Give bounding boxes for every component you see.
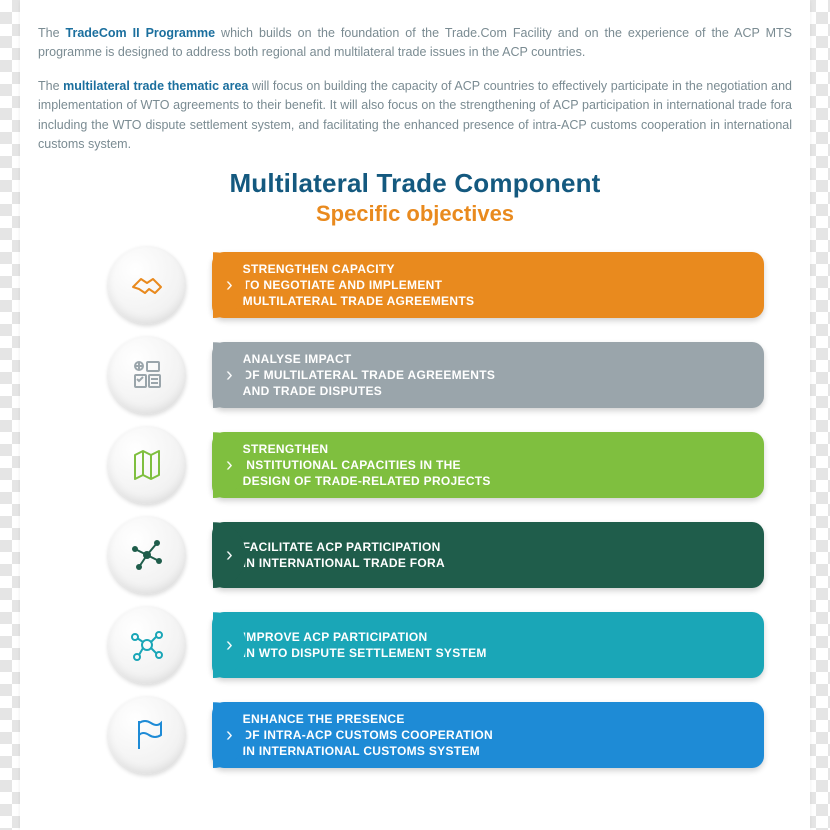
pill-tail	[180, 612, 228, 678]
map-icon	[127, 445, 167, 485]
objective-text: ENHANCE THE PRESENCEOF INTRA-ACP CUSTOMS…	[243, 711, 493, 760]
objective-icon-circle	[108, 336, 186, 414]
intro-text: The	[38, 26, 66, 40]
objective-icon-circle	[108, 606, 186, 684]
main-title: Multilateral Trade Component	[38, 168, 792, 199]
pill-tail	[180, 252, 228, 318]
pill-tail	[180, 432, 228, 498]
chevron-icon: ›	[226, 275, 233, 295]
intro-text: The	[38, 79, 63, 93]
objective-pill: › IMPROVE ACP PARTICIPATIONIN WTO DISPUT…	[212, 612, 764, 678]
objective-icon-circle	[108, 246, 186, 324]
objective-pill: › FACILITATE ACP PARTICIPATIONIN INTERNA…	[212, 522, 764, 588]
sub-title: Specific objectives	[38, 201, 792, 227]
objective-row: › FACILITATE ACP PARTICIPATIONIN INTERNA…	[108, 515, 764, 595]
intro-paragraph-1: The TradeCom II Programme which builds o…	[38, 24, 792, 63]
chevron-icon: ›	[226, 455, 233, 475]
objective-pill: › ANALYSE IMPACTOF MULTILATERAL TRADE AG…	[212, 342, 764, 408]
chevron-icon: ›	[226, 635, 233, 655]
objective-icon-circle	[108, 516, 186, 594]
pill-tail	[180, 702, 228, 768]
objective-text: ANALYSE IMPACTOF MULTILATERAL TRADE AGRE…	[243, 351, 495, 400]
objective-icon-circle	[108, 696, 186, 774]
intro-paragraph-2: The multilateral trade thematic area wil…	[38, 77, 792, 155]
document-page: The TradeCom II Programme which builds o…	[20, 0, 810, 830]
flag-icon	[127, 715, 167, 755]
intro-bold-1: TradeCom II Programme	[66, 26, 216, 40]
objective-icon-circle	[108, 426, 186, 504]
objective-text: IMPROVE ACP PARTICIPATIONIN WTO DISPUTE …	[243, 629, 487, 661]
pill-tail	[180, 342, 228, 408]
objective-row: › STRENGTHEN CAPACITYTO NEGOTIATE AND IM…	[108, 245, 764, 325]
objective-text: STRENGTHEN CAPACITYTO NEGOTIATE AND IMPL…	[243, 261, 475, 310]
chevron-icon: ›	[226, 545, 233, 565]
chevron-icon: ›	[226, 725, 233, 745]
objective-row: › STRENGTHENINSTITUTIONAL CAPACITIES IN …	[108, 425, 764, 505]
objective-row: › ENHANCE THE PRESENCEOF INTRA-ACP CUSTO…	[108, 695, 764, 775]
handshake-icon	[127, 265, 167, 305]
pill-tail	[180, 522, 228, 588]
objective-pill: › STRENGTHEN CAPACITYTO NEGOTIATE AND IM…	[212, 252, 764, 318]
objective-text: STRENGTHENINSTITUTIONAL CAPACITIES IN TH…	[243, 441, 491, 490]
objective-text: FACILITATE ACP PARTICIPATIONIN INTERNATI…	[243, 539, 445, 571]
objective-pill: › ENHANCE THE PRESENCEOF INTRA-ACP CUSTO…	[212, 702, 764, 768]
objectives-list: › STRENGTHEN CAPACITYTO NEGOTIATE AND IM…	[38, 245, 792, 775]
title-block: Multilateral Trade Component Specific ob…	[38, 168, 792, 227]
network-icon	[127, 535, 167, 575]
intro-bold-2: multilateral trade thematic area	[63, 79, 248, 93]
checklist-icon	[127, 355, 167, 395]
network-outline-icon	[127, 625, 167, 665]
objective-pill: › STRENGTHENINSTITUTIONAL CAPACITIES IN …	[212, 432, 764, 498]
objective-row: › IMPROVE ACP PARTICIPATIONIN WTO DISPUT…	[108, 605, 764, 685]
objective-row: › ANALYSE IMPACTOF MULTILATERAL TRADE AG…	[108, 335, 764, 415]
chevron-icon: ›	[226, 365, 233, 385]
intro-block: The TradeCom II Programme which builds o…	[38, 24, 792, 154]
